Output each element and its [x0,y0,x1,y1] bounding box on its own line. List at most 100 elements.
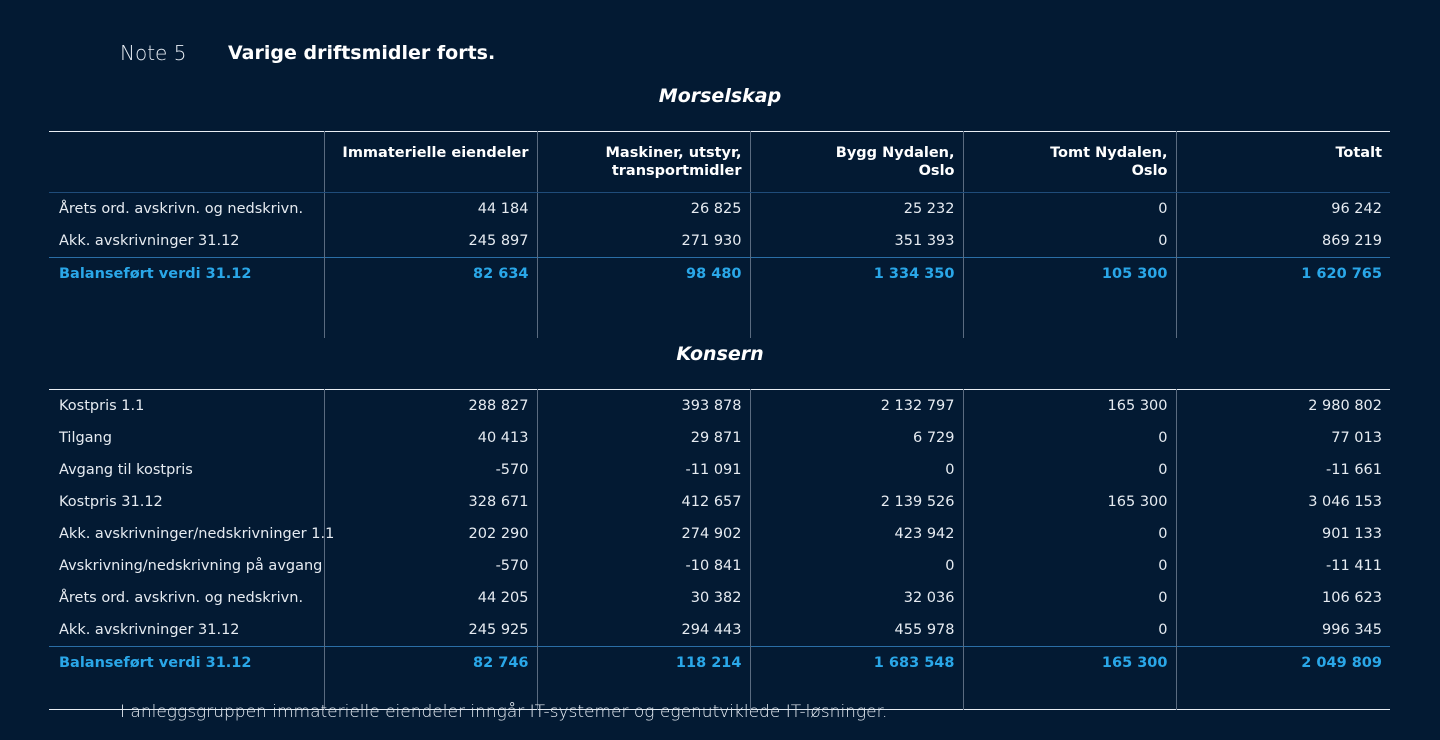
cell: -570 [323,454,537,486]
cell: 77 013 [1175,422,1390,454]
total-cell: 165 300 [962,646,1176,679]
cell: 26 825 [536,192,750,225]
total-cell: 1 620 765 [1175,257,1390,290]
cell: 106 623 [1175,582,1390,614]
section-title-morselskap: Morselskap [658,85,782,107]
table-row: Akk. avskrivninger 31.12 245 925 294 443… [49,614,1390,647]
cell: 30 382 [536,582,750,614]
row-label: Avskrivning/nedskrivning på avgang [59,558,323,574]
cell: 6 729 [749,422,963,454]
total-cell: 1 683 548 [749,646,963,679]
cell: 271 930 [536,225,750,258]
row-label: Avgang til kostpris [59,462,193,478]
cell: 393 878 [536,389,750,422]
cell: 44 205 [323,582,537,614]
cell: 0 [962,582,1176,614]
total-cell: 105 300 [962,257,1176,290]
cell: 44 184 [323,192,537,225]
cell: 202 290 [323,518,537,550]
cell: 0 [749,454,963,486]
table-row: Avgang til kostpris -570 -11 091 0 0 -11… [49,454,1390,486]
total-label: Balanseført verdi 31.12 [49,646,324,679]
column-header-maskiner: Maskiner, utstyr, transportmidler [536,131,750,193]
cell: 0 [962,518,1176,550]
row-label: Akk. avskrivninger 31.12 [59,233,240,249]
row-label: Akk. avskrivninger/nedskrivninger 1.1 [59,526,335,542]
cell: 423 942 [749,518,963,550]
total-cell: 82 746 [323,646,537,679]
total-row: Balanseført verdi 31.12 82 746 118 214 1… [49,646,1390,679]
cell: 869 219 [1175,225,1390,258]
cell: 0 [962,225,1176,258]
cell: 40 413 [323,422,537,454]
cell: -10 841 [536,550,750,582]
column-header-immaterielle: Immaterielle eiendeler [323,131,537,193]
row-label: Årets ord. avskrivn. og nedskrivn. [59,590,304,606]
row-label: Årets ord. avskrivn. og nedskrivn. [59,201,304,217]
cell: -11 661 [1175,454,1390,486]
table-row: Akk. avskrivninger/nedskrivninger 1.1 20… [49,518,1390,550]
cell: 2 139 526 [749,486,963,518]
table-header-row: Immaterielle eiendeler Maskiner, utstyr,… [49,131,1390,193]
cell: 412 657 [536,486,750,518]
note-title: Varige driftsmidler forts. [228,42,496,64]
cell: 165 300 [962,486,1176,518]
cell: 25 232 [749,192,963,225]
cell: 288 827 [323,389,537,422]
table-row: Akk. avskrivninger 31.12 245 897 271 930… [49,225,1390,258]
table-row: Kostpris 1.1 288 827 393 878 2 132 797 1… [49,389,1390,422]
total-cell: 98 480 [536,257,750,290]
cell: 3 046 153 [1175,486,1390,518]
total-cell: 118 214 [536,646,750,679]
column-header-label [49,131,324,193]
table-row: Tilgang 40 413 29 871 6 729 0 77 013 [49,422,1390,454]
spacer-row [49,290,1390,338]
footnote: I anleggsgruppen immaterielle eiendeler … [120,702,888,722]
row-label: Kostpris 31.12 [59,494,163,510]
total-label: Balanseført verdi 31.12 [49,257,324,290]
table-row: Årets ord. avskrivn. og nedskrivn. 44 20… [49,582,1390,614]
cell: 274 902 [536,518,750,550]
cell: 0 [962,454,1176,486]
cell: 351 393 [749,225,963,258]
cell: 328 671 [323,486,537,518]
cell: -11 091 [536,454,750,486]
cell: 245 897 [323,225,537,258]
table-row: Avskrivning/nedskrivning på avgang -570 … [49,550,1390,582]
cell: 294 443 [536,614,750,647]
cell: 29 871 [536,422,750,454]
row-label: Tilgang [59,430,112,446]
total-cell: 2 049 809 [1175,646,1390,679]
total-cell: 82 634 [323,257,537,290]
cell: 0 [749,550,963,582]
cell: -570 [323,550,537,582]
total-row: Balanseført verdi 31.12 82 634 98 480 1 … [49,257,1390,290]
konsern-table: Kostpris 1.1 288 827 393 878 2 132 797 1… [49,389,1390,710]
cell: 32 036 [749,582,963,614]
morselskap-table: Immaterielle eiendeler Maskiner, utstyr,… [49,131,1390,338]
note-number: Note 5 [120,41,187,65]
total-cell: 1 334 350 [749,257,963,290]
row-label: Kostpris 1.1 [59,398,145,414]
table-row: Årets ord. avskrivn. og nedskrivn. 44 18… [49,192,1390,225]
cell: 0 [962,422,1176,454]
cell: 165 300 [962,389,1176,422]
cell: 901 133 [1175,518,1390,550]
note-header: Note 5 Varige driftsmidler forts. [120,40,495,66]
cell: 455 978 [749,614,963,647]
cell: 996 345 [1175,614,1390,647]
row-label: Akk. avskrivninger 31.12 [59,622,240,638]
cell: 2 132 797 [749,389,963,422]
cell: 0 [962,550,1176,582]
cell: 2 980 802 [1175,389,1390,422]
column-header-bygg: Bygg Nydalen, Oslo [749,131,963,193]
column-header-tomt: Tomt Nydalen, Oslo [962,131,1176,193]
cell: 96 242 [1175,192,1390,225]
table-row: Kostpris 31.12 328 671 412 657 2 139 526… [49,486,1390,518]
cell: 0 [962,192,1176,225]
cell: -11 411 [1175,550,1390,582]
spacer-row [49,679,1390,710]
section-title-konsern: Konsern [676,343,764,365]
cell: 245 925 [323,614,537,647]
column-header-totalt: Totalt [1175,131,1390,193]
